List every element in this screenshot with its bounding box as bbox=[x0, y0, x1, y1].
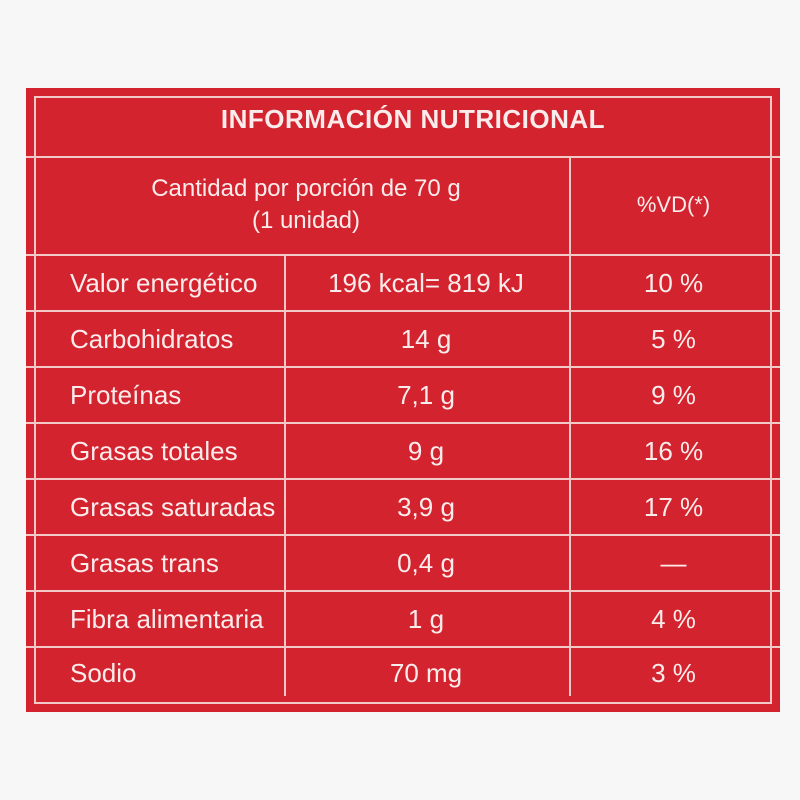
serving-unit-text: (1 unidad) bbox=[251, 207, 361, 234]
row-divider bbox=[26, 366, 780, 368]
nutrient-name: Carbohidratos bbox=[70, 323, 234, 354]
title-band: INFORMACIÓN NUTRICIONAL bbox=[26, 88, 780, 150]
nutrient-amount: 0,4 g bbox=[397, 547, 455, 578]
column-divider-vd bbox=[569, 156, 571, 696]
nutrient-daily-value: 16 % bbox=[643, 435, 704, 466]
nutrient-amount: 70 mg bbox=[389, 657, 463, 688]
nutrient-amount: 1 g bbox=[407, 603, 445, 634]
rule-under-header bbox=[26, 254, 780, 256]
nutrient-name: Proteínas bbox=[70, 379, 182, 410]
label-frame bbox=[34, 96, 772, 704]
row-divider bbox=[26, 422, 780, 424]
nutrient-name: Grasas totales bbox=[70, 435, 238, 466]
row-divider bbox=[26, 646, 780, 648]
nutrient-daily-value: 9 % bbox=[651, 379, 696, 410]
serving-size-header: Cantidad por porción de 70 g (1 unidad) bbox=[46, 160, 566, 250]
row-divider bbox=[26, 478, 780, 480]
serving-size-text: Cantidad por porción de 70 g bbox=[151, 175, 461, 202]
nutrient-amount: 196 kcal= 819 kJ bbox=[328, 267, 524, 298]
nutrient-name: Fibra alimentaria bbox=[70, 603, 264, 634]
row-divider bbox=[26, 534, 780, 536]
nutrient-amount: 3,9 g bbox=[397, 491, 455, 522]
nutrient-daily-value: 17 % bbox=[643, 491, 704, 522]
nutrient-daily-value: — bbox=[660, 547, 687, 578]
rule-under-title bbox=[26, 156, 780, 158]
nutrient-daily-value: 4 % bbox=[651, 603, 696, 634]
daily-value-header: %VD(*) bbox=[636, 192, 711, 217]
nutrient-name: Grasas saturadas bbox=[70, 491, 276, 522]
nutrient-name: Sodio bbox=[70, 657, 137, 688]
nutrient-name: Grasas trans bbox=[70, 547, 219, 578]
nutrition-label: INFORMACIÓN NUTRICIONAL Cantidad por por… bbox=[26, 88, 780, 712]
label-title: INFORMACIÓN NUTRICIONAL bbox=[220, 103, 606, 134]
nutrient-daily-value: 5 % bbox=[651, 323, 696, 354]
nutrient-amount: 9 g bbox=[407, 435, 445, 466]
nutrient-daily-value: 10 % bbox=[643, 267, 704, 298]
row-divider bbox=[26, 590, 780, 592]
column-divider-amount bbox=[284, 254, 286, 696]
row-divider bbox=[26, 310, 780, 312]
nutrient-amount: 14 g bbox=[400, 323, 452, 354]
nutrient-daily-value: 3 % bbox=[651, 657, 696, 688]
nutrient-name: Valor energético bbox=[70, 267, 258, 298]
nutrient-amount: 7,1 g bbox=[397, 379, 455, 410]
